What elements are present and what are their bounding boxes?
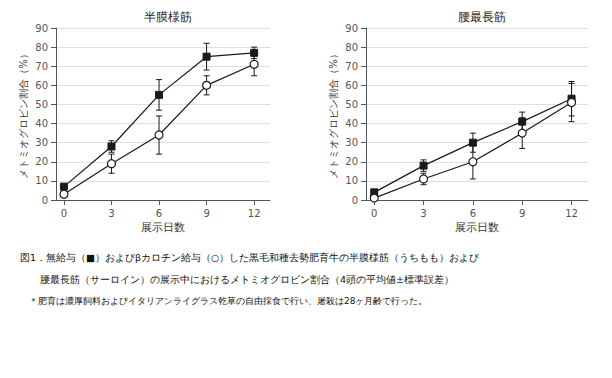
svg-text:メトミオグロビン割合（%）: メトミオグロビン割合（%） — [18, 49, 29, 179]
svg-text:腰最長筋（サーロイン）の展示中におけるメトミオグロビン割合（: 腰最長筋（サーロイン）の展示中におけるメトミオグロビン割合（4頭の平均値±標準誤… — [20, 274, 454, 285]
svg-text:3: 3 — [420, 208, 426, 219]
svg-text:腰最長筋: 腰最長筋 — [458, 10, 506, 24]
svg-text:半膜様筋: 半膜様筋 — [144, 10, 192, 24]
svg-text:40: 40 — [35, 118, 48, 129]
svg-text:10: 10 — [345, 175, 358, 186]
svg-text:9: 9 — [203, 208, 209, 219]
svg-text:0: 0 — [61, 208, 67, 219]
svg-text:図1．無給与（■）およびβカロチン給与（○）した黒毛和種去勢: 図1．無給与（■）およびβカロチン給与（○）した黒毛和種去勢肥育牛の半膜様筋（う… — [20, 252, 480, 263]
svg-text:90: 90 — [35, 23, 48, 34]
svg-text:6: 6 — [470, 208, 476, 219]
svg-text:70: 70 — [345, 61, 358, 72]
svg-text:展示日数: 展示日数 — [141, 221, 185, 234]
svg-text:12: 12 — [565, 208, 578, 219]
svg-text:60: 60 — [345, 80, 358, 91]
svg-text:6: 6 — [156, 208, 162, 219]
svg-text:50: 50 — [35, 99, 48, 110]
svg-text:3: 3 — [108, 208, 114, 219]
svg-text:80: 80 — [345, 42, 358, 53]
svg-text:70: 70 — [35, 61, 48, 72]
svg-text:10: 10 — [35, 175, 48, 186]
svg-text:0: 0 — [371, 208, 377, 219]
svg-text:9: 9 — [519, 208, 525, 219]
svg-text:60: 60 — [35, 80, 48, 91]
svg-text:0: 0 — [42, 195, 48, 206]
svg-text:30: 30 — [35, 137, 48, 148]
svg-text:80: 80 — [35, 42, 48, 53]
svg-text:90: 90 — [345, 23, 358, 34]
svg-text:20: 20 — [35, 156, 48, 167]
svg-text:＊肥育は濃厚飼料およびイタリアンライグラス乾草の自由採食で行: ＊肥育は濃厚飼料およびイタリアンライグラス乾草の自由採食で行い、屠殺は28ヶ月齢… — [20, 296, 427, 306]
svg-text:20: 20 — [345, 156, 358, 167]
svg-text:展示日数: 展示日数 — [455, 221, 499, 234]
svg-text:12: 12 — [248, 208, 261, 219]
svg-text:0: 0 — [352, 195, 358, 206]
svg-text:メトミオグロビン割合（%）: メトミオグロビン割合（%） — [328, 49, 339, 179]
svg-text:40: 40 — [345, 118, 358, 129]
svg-text:30: 30 — [345, 137, 358, 148]
svg-text:50: 50 — [345, 99, 358, 110]
